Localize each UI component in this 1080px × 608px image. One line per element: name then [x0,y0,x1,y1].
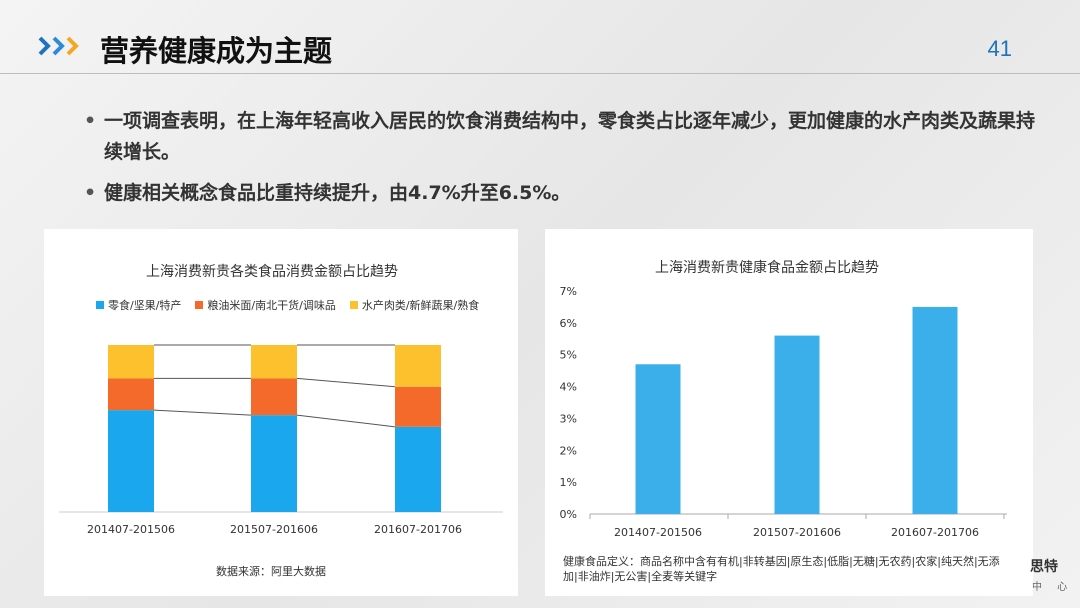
x-tick-label: 201607-201706 [891,526,979,539]
legend-swatch [195,301,204,309]
legend-label: 粮油米面/南北干货/调味品 [207,299,336,312]
page-title: 营养健康成为主题 [100,34,333,68]
bar-segment [395,345,441,387]
x-tick-label: 201407-201506 [87,523,175,536]
legend-label: 零食/坚果/特产 [108,299,182,312]
y-tick-label: 2% [560,444,577,457]
health-bar-chart: 0% 1% 2% 3% 4% 5% 6% 7% 201407-201506 201507-2016… [560,285,1007,539]
brand-mark: 思特 [1030,559,1058,575]
y-tick-label: 0% [560,508,577,521]
brand-subtitle: 中 心 [1032,582,1074,593]
legend: 零食/坚果/特产 粮油米面/南北干货/调味品 水产肉类/新鲜蔬果/熟食 [96,297,479,313]
y-tick-label: 7% [560,285,577,298]
bar-segment [395,426,441,512]
legend-item: 粮油米面/南北干货/调味品 [195,297,336,313]
chevrons-icon [38,36,79,56]
bar-segment [395,386,441,427]
y-tick-label: 1% [560,476,577,489]
connector-line [296,377,396,388]
bullet-item: 一项调查表明，在上海年轻高收入居民的饮食消费结构中，零食类占比逐年减少，更加健康… [84,106,1044,168]
connector-line [296,414,396,428]
chart-title: 上海消费新贵健康食品金额占比趋势 [655,260,879,276]
bar [912,306,958,514]
x-tick-label: 201407-201506 [614,526,702,539]
legend-item: 水产肉类/新鲜蔬果/熟食 [349,297,480,313]
bar-segment [251,378,297,416]
bar-segment [108,410,154,512]
y-tick-label: 3% [560,412,577,425]
bullet-list: 一项调查表明，在上海年轻高收入居民的饮食消费结构中，零食类占比逐年减少，更加健康… [84,106,1044,219]
bar-segment [251,415,297,512]
bar-segment [108,345,154,379]
stacked-bar-chart: 201407-201506 201507-201606 201607-201706 [59,344,503,536]
connector-line [153,409,252,416]
x-tick-label: 201507-201606 [230,523,318,536]
health-chart-panel: 上海消费新贵健康食品金额占比趋势 0% 1% 2% 3% 4% 5% 6% 7% 201407-… [545,229,1033,596]
bullet-item: 健康相关概念食品比重持续提升，由4.7%升至6.5%。 [84,178,1044,209]
y-tick-label: 6% [560,317,577,330]
legend-swatch [96,301,104,309]
page-number: 41 [987,36,1012,61]
x-tick-label: 201607-201706 [374,523,462,536]
bar-segment [251,345,297,379]
legend-label: 水产肉类/新鲜蔬果/熟食 [361,299,480,312]
legend-swatch [349,301,358,309]
bar-segment [108,378,154,411]
y-tick-label: 5% [560,349,577,362]
x-tick-label: 201507-201606 [753,526,841,539]
health-food-definition: 健康食品定义：商品名称中含有有机|非转基因|原生态|低脂|无糖|无农药|农家|纯… [563,555,1000,583]
bar [635,364,681,514]
slide-header: 营养健康成为主题 41 [0,0,1080,74]
stacked-chart-panel: 上海消费新贵各类食品消费金额占比趋势 零食/坚果/特产 粮油米面/南北干货/调味… [44,229,518,596]
chart-title: 上海消费新贵各类食品消费金额占比趋势 [146,264,398,280]
y-tick-label: 4% [560,381,577,394]
bar [774,335,820,514]
legend-item: 零食/坚果/特产 [96,297,181,313]
data-source: 数据来源：阿里大数据 [216,565,326,578]
